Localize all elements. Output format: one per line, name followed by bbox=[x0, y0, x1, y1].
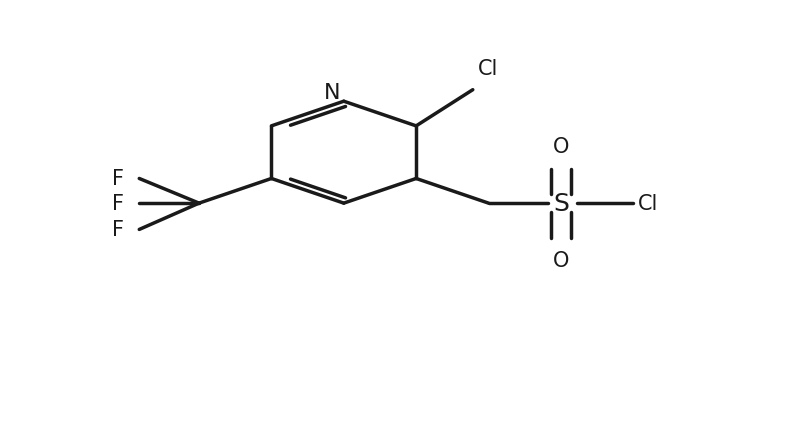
Text: F: F bbox=[111, 220, 123, 240]
Text: O: O bbox=[552, 250, 569, 270]
Text: N: N bbox=[324, 83, 341, 103]
Text: Cl: Cl bbox=[637, 194, 658, 213]
Text: F: F bbox=[111, 194, 123, 213]
Text: F: F bbox=[111, 169, 123, 189]
Text: Cl: Cl bbox=[477, 59, 498, 79]
Text: O: O bbox=[552, 137, 569, 157]
Text: S: S bbox=[552, 192, 569, 216]
